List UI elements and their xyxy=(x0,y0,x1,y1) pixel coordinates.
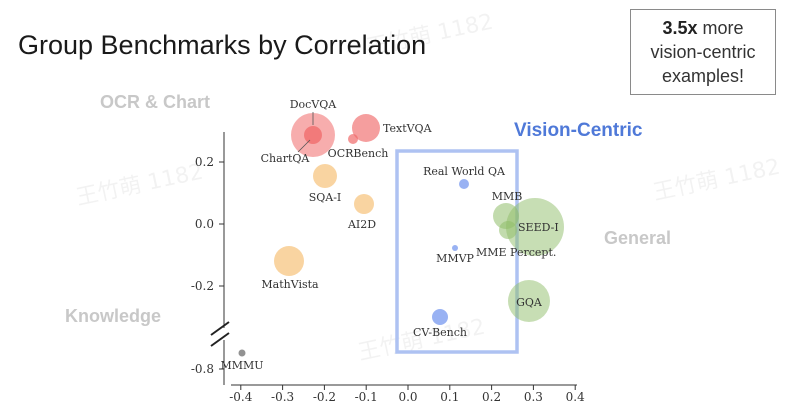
point-label-ai2d: AI2D xyxy=(347,218,376,231)
point-real-world-qa xyxy=(459,179,469,189)
vision-centric-box-layer xyxy=(395,149,519,354)
point-label-cv-bench: CV-Bench xyxy=(413,326,467,339)
point-label-mme-percept: MME Percept. xyxy=(476,246,556,259)
point-label-real-world-qa: Real World QA xyxy=(423,165,506,178)
x-tick-label: 0.1 xyxy=(440,390,459,404)
point-textvqa xyxy=(352,114,380,142)
point-sqa-i xyxy=(313,164,337,188)
x-tick-label: 0.2 xyxy=(482,390,501,404)
watermark: 王竹萌 1182 xyxy=(74,160,205,211)
point-label-ocrbench: OCRBench xyxy=(328,147,389,160)
point-ocrbench xyxy=(348,134,358,144)
watermark: 王竹萌 1182 xyxy=(651,155,782,206)
point-label-sqa-i: SQA-I xyxy=(309,191,342,204)
x-tick-label: 0.0 xyxy=(398,390,417,404)
y-tick-label: 0.0 xyxy=(195,217,214,231)
y-tick-label: 0.2 xyxy=(195,155,214,169)
point-seed-i xyxy=(506,198,564,256)
point-label-chartqa: ChartQA xyxy=(261,152,311,165)
group-label-knowledge: Knowledge xyxy=(65,306,161,326)
watermark: 王竹萌 1182 xyxy=(364,10,495,61)
point-mme-percept xyxy=(499,221,517,239)
vision-centric-box xyxy=(395,149,519,354)
x-tick-label: -0.4 xyxy=(229,390,253,404)
watermarks: 王竹萌 1182 王竹萌 1182 王竹萌 1182 王竹萌 1182 xyxy=(74,10,782,366)
point-gqa xyxy=(508,280,550,322)
axis-break-mark xyxy=(210,332,230,347)
point-mmvp xyxy=(452,245,458,251)
point-cv-bench xyxy=(432,309,448,325)
callout-line-2: vision-centric xyxy=(650,42,756,62)
leader-line xyxy=(297,139,311,153)
axes: -0.4 -0.3 -0.2 -0.1 0.0 0.1 0.2 0.3 0.4 0.2 0.0 -0.… xyxy=(191,132,585,404)
y-tick-label: -0.8 xyxy=(191,362,214,376)
point-label-mmb: MMB xyxy=(492,190,523,203)
watermark: 王竹萌 1182 xyxy=(356,315,487,366)
x-tick-label: -0.2 xyxy=(313,390,336,404)
point-label-mathvista: MathVista xyxy=(261,278,319,291)
group-label-ocr-chart: OCR & Chart xyxy=(100,92,210,112)
point-label-textvqa: TextVQA xyxy=(383,122,433,135)
axis-break-mark xyxy=(210,321,230,336)
group-label-vision-centric: Vision-Centric xyxy=(514,120,643,141)
x-tick-label: -0.1 xyxy=(355,390,378,404)
point-label-mmvp: MMVP xyxy=(436,252,474,265)
callout-line-1: 3.5x more xyxy=(662,16,743,40)
point-mathvista xyxy=(274,246,304,276)
point-label-docvqa: DocVQA xyxy=(290,98,338,111)
x-tick-label: 0.3 xyxy=(524,390,543,404)
callout-bold: 3.5x xyxy=(662,18,698,38)
point-ai2d xyxy=(354,194,374,214)
callout-line-1-rest: more xyxy=(697,18,744,38)
callout-line-3: examples! xyxy=(661,66,745,86)
point-label-gqa: GQA xyxy=(516,296,543,309)
x-tick-label: -0.3 xyxy=(271,390,294,404)
data-points xyxy=(238,113,564,357)
group-labels: OCR & Chart Knowledge General Vision-Centri… xyxy=(65,92,671,326)
point-label-seed-i: SEED-I xyxy=(518,221,559,234)
group-label-general: General xyxy=(604,228,671,248)
x-tick-label: 0.4 xyxy=(566,390,585,404)
y-tick-label: -0.2 xyxy=(191,279,214,293)
point-mmmu xyxy=(238,349,246,357)
point-chartqa xyxy=(304,126,322,144)
point-labels: DocVQA ChartQA TextVQA OCRBench SQA-I AI2D Mat… xyxy=(220,98,558,372)
point-label-mmmu: MMMU xyxy=(220,359,263,372)
slide-title: Group Benchmarks by Correlation xyxy=(18,30,427,60)
callout-box: 3.5x more vision-centric examples! xyxy=(630,9,776,95)
